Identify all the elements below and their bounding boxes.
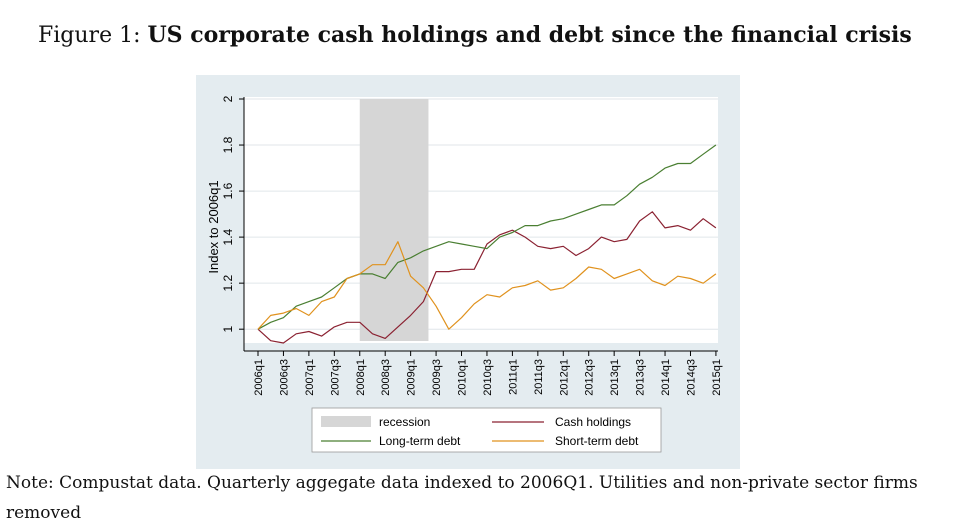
legend-label-recession: recession [379, 415, 430, 429]
x-tick-label: 2008q1 [355, 359, 367, 396]
legend-label-cash: Cash holdings [555, 415, 631, 429]
figure-label: Figure 1: [38, 23, 141, 48]
x-tick-label: 2011q1 [507, 359, 519, 395]
x-tick-label: 2010q3 [482, 359, 494, 396]
plot-area [244, 97, 718, 343]
figure-title-text: US corporate cash holdings and debt sinc… [147, 22, 912, 48]
x-tick-label: 2013q3 [635, 359, 647, 396]
x-tick-label: 2007q1 [304, 359, 316, 396]
x-tick-label: 2007q3 [329, 359, 341, 396]
x-tick-label: 2015q1 [711, 359, 723, 396]
legend-box [311, 407, 662, 453]
x-tick-label: 2006q3 [278, 359, 290, 396]
y-tick-label: 1.2 [221, 274, 235, 291]
x-tick-label: 2009q1 [406, 359, 418, 396]
recession-band [359, 99, 429, 341]
legend-label-long-debt: Long-term debt [379, 434, 461, 448]
legend-swatch-recession [321, 416, 371, 427]
legend-label-short-debt: Short-term debt [555, 434, 639, 448]
grid-lines [244, 98, 718, 330]
line-chart: 1 1.2 1.4 1.6 1.8 2 2006q1 2006q3 2007q1 2007q3 20… [196, 75, 740, 469]
x-tick-label: 2008q3 [380, 359, 392, 396]
x-tick-label: 2011q3 [533, 359, 545, 395]
y-tick-label: 2 [221, 95, 235, 102]
axes: 1 1.2 1.4 1.6 1.8 2 2006q1 2006q3 2007q1 2007q3 20… [221, 95, 723, 395]
x-tick-label: 2010q1 [457, 359, 469, 396]
x-tick-label: 2006q1 [253, 359, 265, 396]
x-tick-label: 2012q1 [558, 359, 570, 396]
series-line-short-term-debt [257, 241, 717, 330]
y-tick-label: 1.4 [221, 228, 235, 245]
series-lines [257, 144, 717, 344]
y-tick-label: 1.6 [221, 182, 235, 199]
x-tick-label: 2009q3 [431, 359, 443, 396]
x-tick-label: 2012q3 [584, 359, 596, 396]
x-tick-label: 2013q1 [609, 359, 621, 396]
x-tick-label: 2014q1 [660, 359, 672, 396]
x-tick-label: 2014q3 [685, 359, 697, 396]
y-tick-label: 1.8 [221, 136, 235, 153]
y-axis-label: Index to 2006q1 [206, 180, 221, 273]
y-tick-label: 1 [221, 326, 235, 333]
series-line-cash-holdings [257, 211, 717, 344]
legend: recession Cash holdings Long-term debt S… [311, 407, 662, 453]
series-line-long-term-debt [257, 144, 717, 330]
figure-note: Note: Compustat data. Quarterly aggegate… [6, 473, 918, 523]
figure-title: Figure 1: US corporate cash holdings and… [38, 22, 938, 48]
